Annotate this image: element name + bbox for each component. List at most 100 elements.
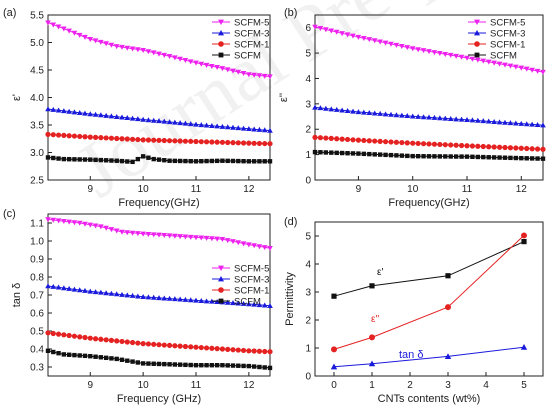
data-point: [172, 55, 178, 61]
data-point: [209, 63, 215, 69]
data-point: [209, 345, 215, 351]
data-point: [339, 31, 345, 37]
data-point: [113, 113, 120, 119]
data-point: [415, 113, 421, 119]
panel-label: (b): [284, 7, 297, 19]
y-tick-label: 6: [305, 23, 311, 34]
data-point: [523, 121, 530, 127]
data-point: [382, 40, 389, 46]
data-point: [66, 108, 72, 114]
data-point: [145, 231, 152, 237]
data-point: [458, 54, 465, 60]
data-point: [203, 139, 210, 145]
data-point: [71, 133, 78, 139]
data-point: [188, 362, 193, 368]
data-point: [61, 26, 67, 32]
x-tick-label: 0: [331, 380, 337, 391]
legend-entry: SCFM-5: [490, 18, 525, 29]
data-point: [124, 115, 131, 121]
data-point: [182, 120, 189, 126]
data-point: [251, 301, 257, 307]
data-point: [267, 303, 273, 308]
data-point: [182, 234, 189, 240]
data-point: [404, 113, 411, 119]
data-point: [513, 155, 519, 161]
chart-panel-2: 9 10 11 120123456Frequency(GHz)ε''(b)SCFM-5…: [278, 7, 546, 209]
data-point: [51, 349, 56, 355]
data-point: [261, 302, 268, 308]
plot-frame: [314, 221, 544, 377]
data-point: [437, 141, 443, 148]
data-point: [519, 155, 524, 161]
data-point: [45, 283, 51, 289]
data-point: [459, 154, 464, 159]
data-point: [442, 51, 449, 57]
data-point: [172, 158, 178, 164]
data-point: [507, 63, 514, 69]
data-point: [225, 158, 230, 164]
panel-label: (c): [3, 208, 16, 220]
data-point: [491, 155, 497, 160]
data-point: [129, 230, 136, 236]
data-point: [140, 341, 146, 347]
y-tick-label: 4: [305, 74, 311, 85]
data-point: [129, 339, 136, 346]
data-point: [167, 158, 172, 163]
data-point: [135, 156, 141, 162]
y-tick-label: 3: [305, 99, 311, 110]
data-point: [161, 233, 168, 239]
data-point: [209, 363, 215, 368]
data-point: [113, 228, 120, 234]
data-point: [521, 232, 527, 239]
data-point: [382, 111, 389, 117]
data-point: [98, 157, 104, 163]
data-point: [108, 135, 115, 141]
y-axis-label: Permittivity: [284, 272, 296, 326]
data-point: [246, 72, 252, 78]
y-tick-label: 2: [305, 316, 311, 327]
data-point: [182, 138, 189, 144]
data-point: [507, 145, 514, 151]
data-point: [366, 138, 372, 144]
data-point: [87, 111, 94, 117]
data-point: [98, 289, 104, 295]
legend-entry: SCFM-3: [234, 275, 269, 286]
data-point: [193, 344, 199, 350]
data-point: [124, 45, 131, 51]
data-point: [382, 139, 389, 145]
series-line-3: [333, 346, 525, 368]
data-point: [87, 222, 94, 228]
data-point: [77, 133, 83, 140]
data-point: [150, 117, 157, 123]
data-point: [182, 58, 189, 64]
data-point: [246, 159, 252, 164]
data-point: [426, 49, 432, 55]
data-point: [368, 360, 376, 367]
data-point: [214, 65, 220, 71]
data-point: [432, 154, 437, 159]
data-point: [119, 158, 125, 164]
data-point: [328, 106, 335, 112]
data-point: [235, 300, 242, 306]
data-point: [534, 68, 541, 74]
data-point: [334, 150, 339, 156]
legend-entry: SCFM-1: [490, 40, 525, 51]
data-point: [236, 158, 241, 164]
data-point: [61, 332, 67, 338]
data-point: [66, 28, 72, 34]
data-point: [198, 61, 205, 67]
data-point: [230, 300, 236, 306]
data-point: [177, 343, 183, 349]
data-point: [224, 299, 231, 305]
data-point: [480, 58, 487, 64]
data-point: [156, 361, 162, 367]
data-point: [72, 157, 77, 162]
x-tick-label: 10: [138, 380, 150, 391]
data-point: [453, 116, 459, 122]
data-point: [161, 137, 167, 144]
data-point: [350, 137, 356, 143]
data-point: [166, 54, 173, 60]
data-point: [317, 26, 324, 31]
data-point: [480, 118, 487, 124]
legend-entry: SCFM-3: [490, 29, 525, 40]
